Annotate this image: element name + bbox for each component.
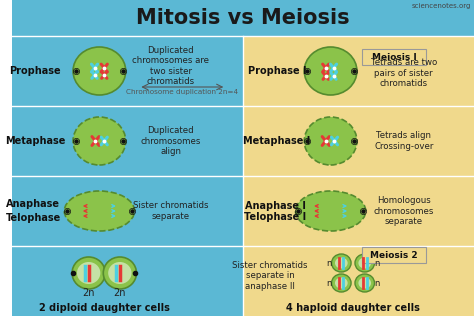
Ellipse shape [64, 191, 135, 231]
Text: Prophase: Prophase [9, 66, 61, 76]
Text: n: n [326, 258, 331, 268]
FancyBboxPatch shape [362, 49, 426, 65]
Ellipse shape [304, 117, 357, 165]
Text: sciencenotes.org: sciencenotes.org [412, 3, 471, 9]
Bar [11, 246, 243, 316]
Ellipse shape [358, 258, 371, 269]
Ellipse shape [77, 262, 100, 284]
Ellipse shape [355, 254, 374, 272]
Bar [11, 176, 243, 246]
Text: n: n [326, 278, 331, 288]
Ellipse shape [358, 277, 371, 289]
Ellipse shape [103, 257, 137, 289]
Text: Metaphase: Metaphase [5, 136, 65, 146]
Ellipse shape [73, 117, 126, 165]
Text: Metaphase I: Metaphase I [243, 136, 310, 146]
Text: Anaphase I: Anaphase I [245, 201, 305, 211]
Text: Chromosome duplication 2n=4: Chromosome duplication 2n=4 [126, 89, 238, 95]
Text: n: n [375, 258, 380, 268]
Text: Anaphase
Telophase: Anaphase Telophase [5, 199, 61, 222]
Ellipse shape [304, 47, 357, 95]
Bar [11, 0, 474, 36]
Ellipse shape [301, 196, 361, 226]
Text: Tetrads are two
pairs of sister
chromatids: Tetrads are two pairs of sister chromati… [371, 58, 437, 88]
Text: Duplicated
chromosomes are
two sister
chromatids: Duplicated chromosomes are two sister ch… [132, 46, 209, 86]
Ellipse shape [73, 47, 126, 95]
Ellipse shape [69, 196, 129, 226]
Bar [243, 36, 474, 106]
Ellipse shape [335, 258, 347, 269]
Text: 2n: 2n [82, 288, 95, 298]
Bar [243, 246, 474, 316]
Text: Meiosis 2: Meiosis 2 [370, 251, 418, 259]
Bar [243, 106, 474, 176]
Ellipse shape [295, 191, 366, 231]
Text: Sister chromatids
separate in
anaphase II: Sister chromatids separate in anaphase I… [232, 261, 308, 291]
Bar [11, 36, 243, 106]
FancyBboxPatch shape [362, 247, 426, 263]
Bar [11, 106, 243, 176]
Text: 4 haploid daughter cells: 4 haploid daughter cells [286, 303, 420, 313]
Text: Homologous
chromosomes
separate: Homologous chromosomes separate [374, 196, 434, 226]
Ellipse shape [72, 257, 105, 289]
Text: Meiosis I: Meiosis I [372, 52, 416, 62]
Text: Prophase I: Prophase I [248, 66, 306, 76]
Bar [243, 176, 474, 246]
Ellipse shape [78, 52, 121, 90]
Ellipse shape [332, 254, 351, 272]
Text: Telophase I: Telophase I [244, 212, 306, 222]
Ellipse shape [78, 122, 121, 160]
Text: Sister chromatids
separate: Sister chromatids separate [133, 201, 209, 221]
Text: 2 diploid daughter cells: 2 diploid daughter cells [39, 303, 170, 313]
Text: n: n [375, 278, 380, 288]
Ellipse shape [309, 52, 352, 90]
Text: Tetrads align
Crossing-over: Tetrads align Crossing-over [374, 131, 433, 151]
Ellipse shape [355, 274, 374, 292]
Text: Duplicated
chromosomes
align: Duplicated chromosomes align [140, 126, 201, 156]
Ellipse shape [335, 277, 347, 289]
Ellipse shape [309, 122, 352, 160]
Ellipse shape [108, 262, 132, 284]
Ellipse shape [332, 274, 351, 292]
Text: Mitosis vs Meiosis: Mitosis vs Meiosis [136, 8, 350, 28]
Text: 2n: 2n [114, 288, 126, 298]
